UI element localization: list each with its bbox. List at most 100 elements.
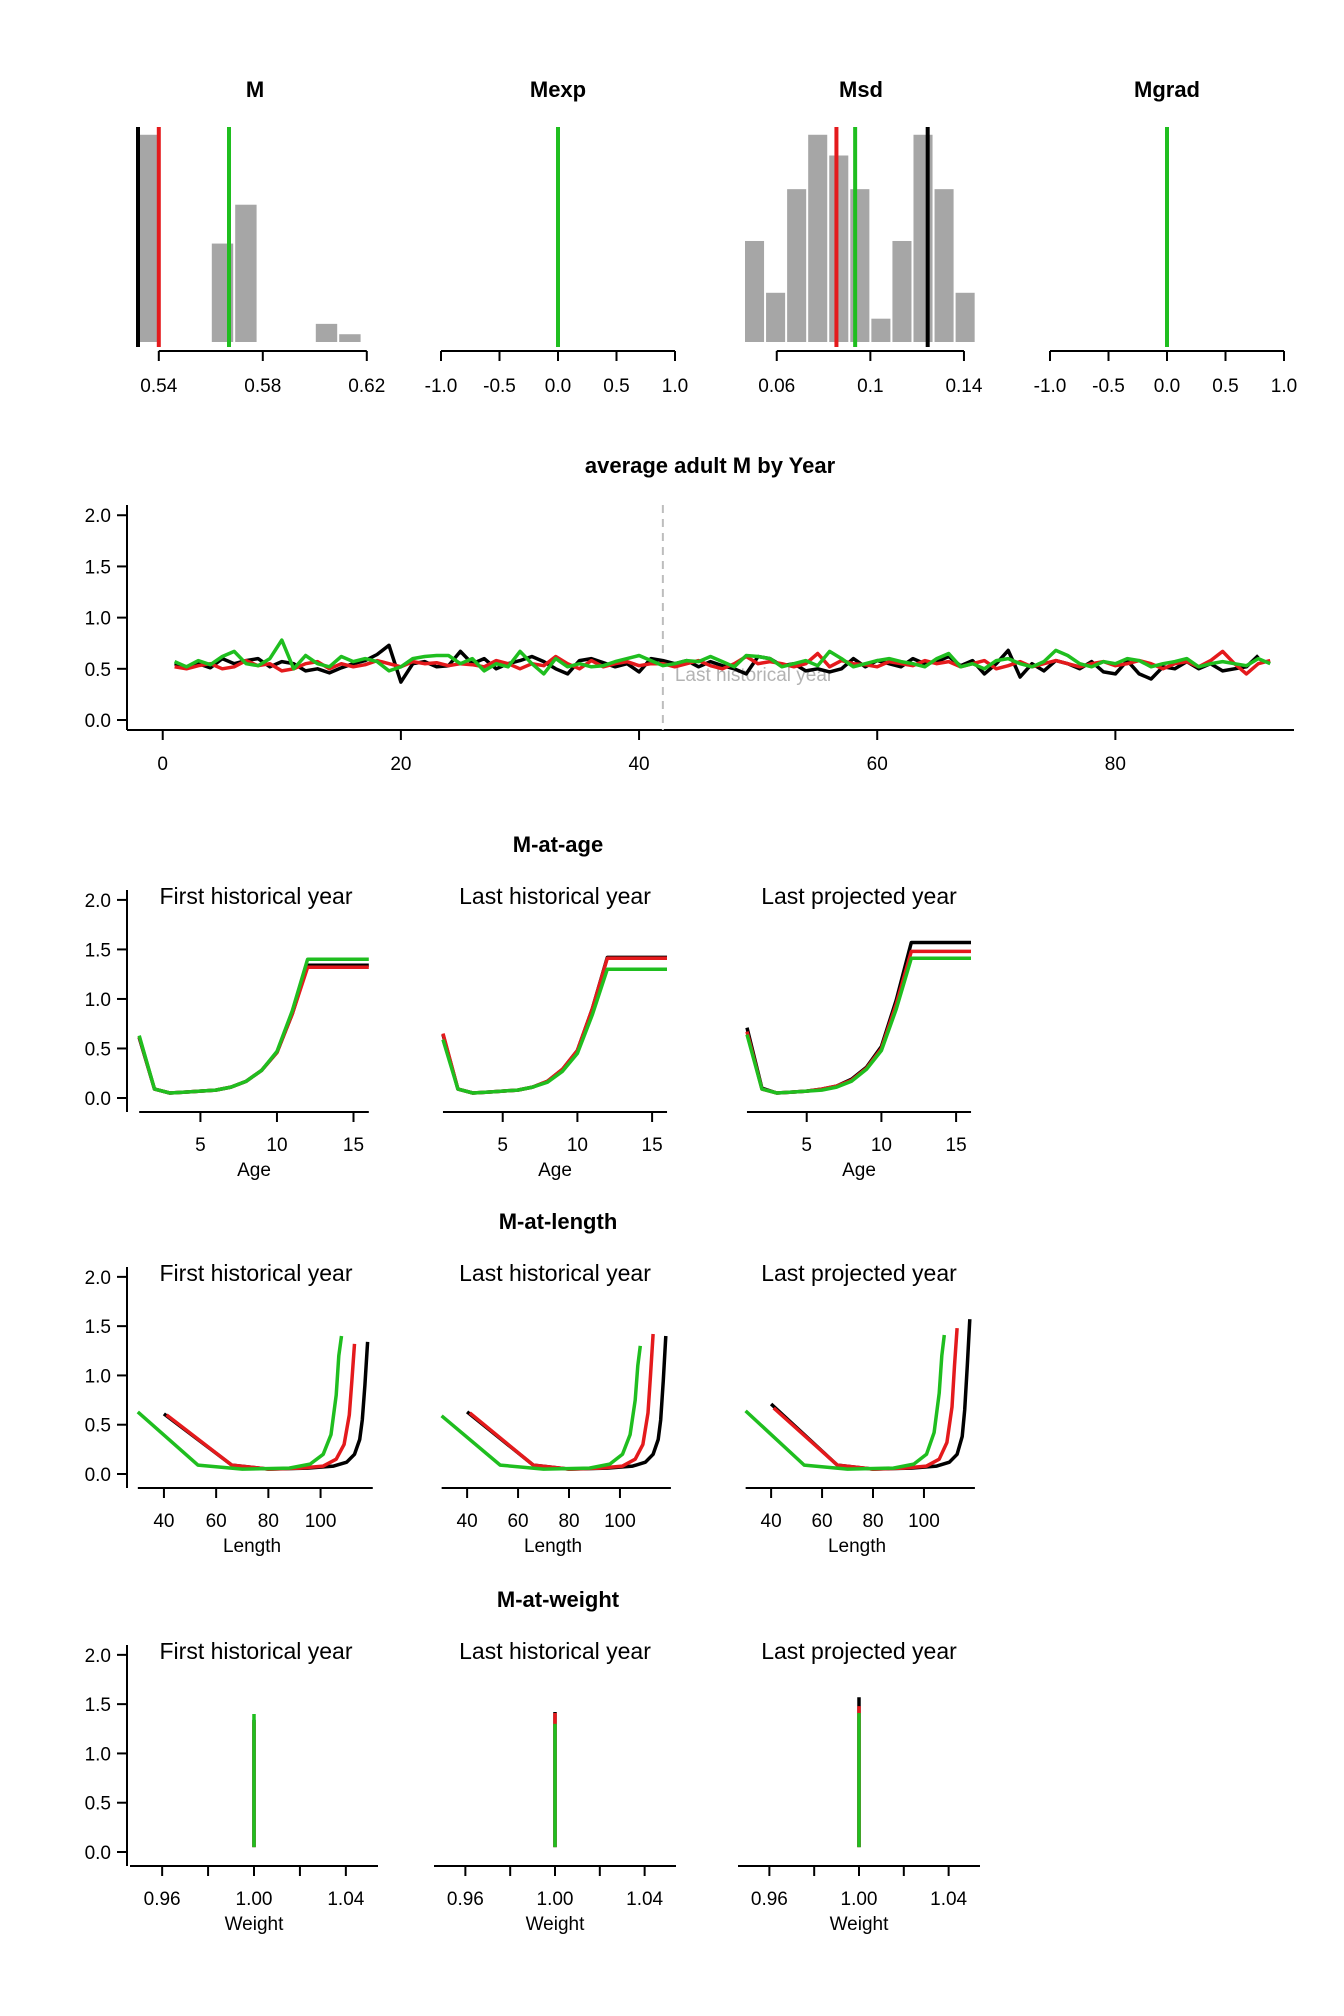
series-line-red (165, 1343, 357, 1471)
y-tick-label: 0.0 (85, 1465, 111, 1486)
panel-subtitle: First historical year (160, 883, 353, 909)
series-line-green (136, 1335, 344, 1471)
x-tick-label: 60 (811, 1511, 832, 1532)
panel-subtitle: Last historical year (459, 1260, 651, 1286)
x-tick-label: 80 (1105, 754, 1126, 775)
x-tick-label: 5 (801, 1135, 812, 1156)
x-axis-label: Length (828, 1536, 886, 1557)
panel-title-mexp: Mexp (530, 77, 586, 102)
x-tick-label: 1.00 (537, 1889, 574, 1910)
series-line-red (441, 956, 667, 1095)
x-tick-label: 1.00 (236, 1889, 273, 1910)
x-tick-label: 80 (558, 1511, 579, 1532)
hist-bar (339, 334, 361, 342)
y-tick-label: 0.5 (85, 1039, 111, 1060)
panel-subtitle: First historical year (160, 1638, 353, 1664)
panel-title-mgrad: Mgrad (1134, 77, 1200, 102)
x-tick-label: 1.0 (662, 376, 688, 397)
x-tick-label: 5 (497, 1135, 508, 1156)
x-tick-label: 15 (946, 1135, 967, 1156)
x-tick-label: 1.04 (327, 1889, 364, 1910)
panel-subtitle: Last projected year (761, 883, 957, 909)
hist-bar (955, 292, 975, 342)
x-tick-label: -1.0 (425, 376, 458, 397)
series-line-green (744, 1334, 947, 1471)
x-tick-label: 100 (908, 1511, 940, 1532)
x-tick-label: 40 (457, 1511, 478, 1532)
x-tick-label: 15 (343, 1135, 364, 1156)
x-tick-label: 0.62 (348, 376, 385, 397)
hist-bar (787, 189, 807, 342)
panel-subtitle: First historical year (160, 1260, 353, 1286)
series-line-green (441, 967, 667, 1095)
x-tick-label: 0.14 (945, 376, 982, 397)
x-tick-label: -0.5 (483, 376, 516, 397)
series-line-red (772, 1327, 959, 1471)
panel-subtitle: Last historical year (459, 883, 651, 909)
x-tick-label: 0.96 (447, 1889, 484, 1910)
x-tick-label: 20 (390, 754, 411, 775)
x-tick-label: -0.5 (1092, 376, 1125, 397)
hist-bar (315, 323, 338, 342)
x-tick-label: 10 (567, 1135, 588, 1156)
y-tick-label: 1.5 (85, 1317, 111, 1338)
panel-subtitle: Last historical year (459, 1638, 651, 1664)
x-axis-label: Length (223, 1536, 281, 1557)
hist-bar (139, 134, 158, 342)
panel-subtitle: Last projected year (761, 1638, 957, 1664)
y-tick-label: 2.0 (85, 1268, 111, 1289)
hist-bar (829, 155, 849, 342)
x-axis-label: Age (237, 1160, 271, 1181)
x-tick-label: 1.04 (626, 1889, 663, 1910)
panel-title-atage: M-at-age (513, 832, 603, 857)
x-tick-label: 100 (305, 1511, 337, 1532)
hist-bar (745, 240, 765, 342)
series-line-green (137, 957, 369, 1095)
x-axis-label: Weight (830, 1914, 890, 1935)
x-tick-label: 60 (206, 1511, 227, 1532)
hist-bar (892, 240, 912, 342)
x-axis-label: Length (524, 1536, 582, 1557)
x-tick-label: 80 (258, 1511, 279, 1532)
y-tick-label: 1.5 (85, 1695, 111, 1716)
series-line-green (440, 1345, 643, 1471)
y-tick-label: 2.0 (85, 506, 111, 527)
last-historical-year-label: Last historical year (675, 665, 834, 686)
y-tick-label: 0.0 (85, 1843, 111, 1864)
x-tick-label: 0.5 (1212, 376, 1238, 397)
hist-bar (871, 318, 891, 342)
y-tick-label: 0.5 (85, 1794, 111, 1815)
x-tick-label: 60 (867, 754, 888, 775)
y-tick-label: 0.0 (85, 1089, 111, 1110)
x-tick-label: 1.04 (930, 1889, 967, 1910)
x-tick-label: 0 (157, 754, 168, 775)
y-tick-label: 2.0 (85, 1646, 111, 1667)
x-axis-label: Age (538, 1160, 572, 1181)
x-tick-label: 0.0 (1154, 376, 1180, 397)
x-tick-label: 10 (871, 1135, 892, 1156)
x-tick-label: 60 (507, 1511, 528, 1532)
y-tick-label: 0.5 (85, 1416, 111, 1437)
x-tick-label: 100 (604, 1511, 636, 1532)
y-tick-label: 1.0 (85, 609, 111, 630)
series-line-green (173, 638, 1271, 676)
x-tick-label: 10 (266, 1135, 287, 1156)
series-line-black (441, 955, 667, 1095)
panel-title-atweight: M-at-weight (497, 1587, 620, 1612)
x-tick-label: 0.5 (603, 376, 629, 397)
panel-title-m: M (246, 77, 264, 102)
x-axis-label: Weight (225, 1914, 285, 1935)
x-tick-label: 1.00 (841, 1889, 878, 1910)
hist-bar (934, 189, 954, 342)
x-tick-label: 0.06 (758, 376, 795, 397)
x-tick-label: 0.96 (751, 1889, 788, 1910)
y-tick-label: 1.5 (85, 557, 111, 578)
y-tick-label: 2.0 (85, 891, 111, 912)
panel-title-atlength: M-at-length (499, 1209, 618, 1234)
y-tick-label: 0.5 (85, 660, 111, 681)
y-tick-label: 1.0 (85, 1744, 111, 1765)
x-tick-label: 40 (761, 1511, 782, 1532)
x-tick-label: -1.0 (1034, 376, 1067, 397)
series-line-red (468, 1333, 655, 1471)
